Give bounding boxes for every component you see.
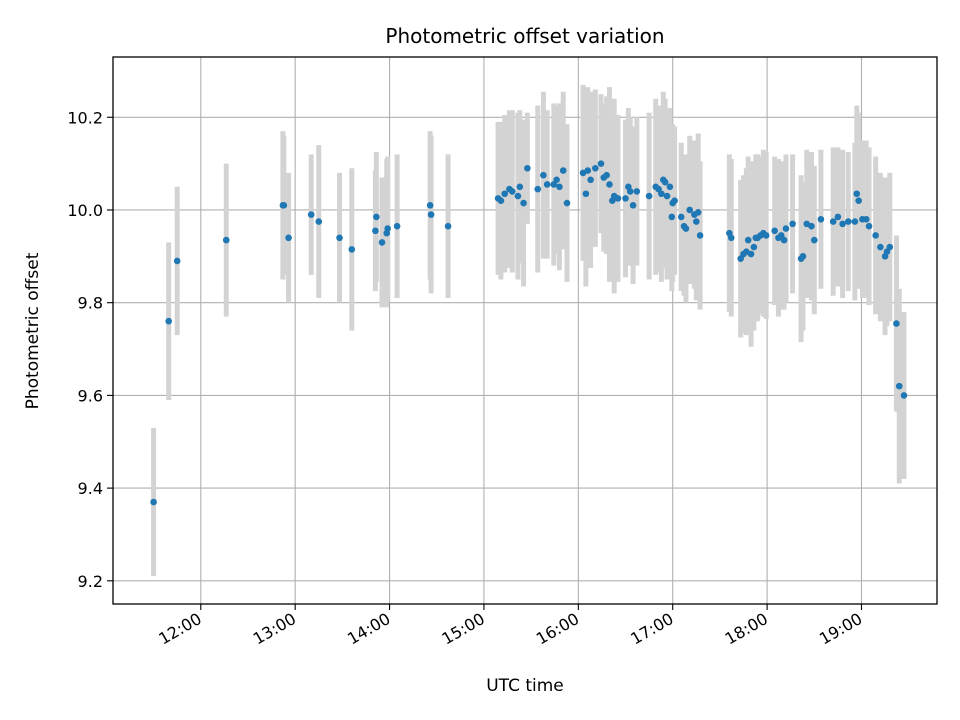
y-tick-label: 9.2 [78,572,103,591]
data-point [150,498,157,506]
data-point [501,190,509,198]
data-point [727,234,735,242]
data-point [834,213,842,221]
data-point [829,218,837,225]
data-point [622,195,629,202]
data-point [582,190,590,198]
data-point [693,218,700,225]
data-point [508,188,516,195]
data-point [222,236,230,244]
data-point [666,183,674,191]
data-point [872,232,879,239]
data-point [444,222,452,230]
data-point [865,222,873,230]
data-point [895,382,903,390]
data-point [658,190,665,198]
data-point [893,320,900,327]
data-point [744,236,752,244]
data-point [817,215,825,223]
y-tick-label: 10.0 [67,201,103,220]
data-point [900,392,908,399]
data-point [592,164,599,172]
data-point [877,243,884,251]
data-point [427,211,435,218]
data-point [516,183,524,191]
data-point [844,218,852,225]
data-point [336,234,343,242]
x-axis-label: UTC time [486,676,564,696]
data-point [563,199,571,207]
data-point [853,190,861,198]
data-point [780,236,788,244]
data-point [597,160,605,167]
data-point [645,192,653,200]
data-point [165,317,172,325]
data-point [694,208,702,216]
y-axis: 9.2 9.4 9.6 9.8 10.0 10.2 [67,108,113,591]
data-point [543,181,551,188]
data-point [520,199,527,207]
data-point [559,167,567,174]
data-point [663,192,671,200]
data-point [348,246,356,253]
data-point [855,197,862,205]
data-point [661,178,669,186]
data-point [629,202,637,209]
data-point [285,234,292,242]
data-point [393,222,401,230]
data-point [782,225,790,232]
data-point [372,227,379,235]
data-point [771,227,778,235]
data-point [378,239,386,246]
data-point [626,188,634,195]
data-point [307,211,315,218]
data-point [810,236,818,244]
data-point [514,192,522,200]
data-point [747,250,755,258]
y-tick-label: 9.4 [78,479,103,498]
data-point [799,253,807,260]
data-point [534,185,542,193]
data-point [280,202,288,209]
data-point [614,195,622,202]
data-point [886,243,894,251]
data-point [173,257,181,265]
y-tick-label: 10.2 [67,108,103,127]
data-point [603,171,610,179]
data-point [540,171,547,179]
data-point [851,218,859,225]
data-point [426,202,434,209]
data-point [750,243,758,251]
plot-frame [112,56,938,605]
data-point [524,164,531,172]
data-point [633,188,641,195]
y-tick-label: 9.8 [78,294,103,313]
chart-title: Photometric offset variation [385,24,664,48]
data-point [587,176,594,184]
data-point [373,213,380,221]
data-point [696,232,704,239]
y-tick-label: 9.6 [78,386,103,405]
data-point [686,206,694,214]
data-point [553,176,560,184]
data-point [315,218,323,225]
data-point [497,197,505,205]
data-point [808,222,815,230]
data-point [384,225,391,232]
data-point [606,181,613,188]
data-point [862,215,870,223]
data-point [839,220,846,228]
data-point [671,197,678,205]
data-points [150,160,908,506]
data-point [677,213,685,221]
data-point [789,220,796,228]
data-point [762,232,770,239]
data-point [584,167,592,174]
data-point [682,225,690,232]
data-point [668,213,676,221]
y-axis-label: Photometric offset [23,252,43,409]
data-point [556,183,563,191]
